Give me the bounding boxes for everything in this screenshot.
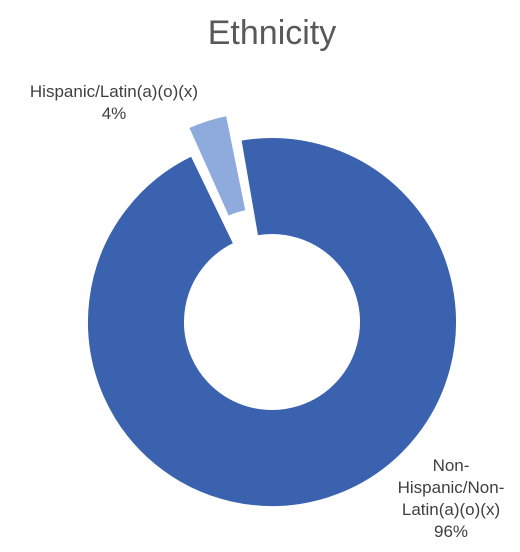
data-label-name-1-1: Hispanic/Non- — [398, 478, 505, 497]
data-label-name-1-2: Latin(a)(o)(x) — [402, 500, 500, 519]
data-label-value-0: 4% — [102, 104, 127, 123]
slice-0 — [186, 113, 248, 219]
data-labels-group: Hispanic/Latin(a)(o)(x) 4% Non- Hispanic/No… — [30, 82, 504, 541]
data-label-name-1-0: Non- — [433, 456, 470, 475]
slice-1 — [86, 136, 458, 508]
data-label-name-0-0: Hispanic/Latin(a)(o)(x) — [30, 82, 198, 101]
chart-title: Ethnicity — [208, 14, 337, 52]
data-label-value-1: 96% — [434, 522, 468, 541]
slices-group — [86, 113, 458, 508]
